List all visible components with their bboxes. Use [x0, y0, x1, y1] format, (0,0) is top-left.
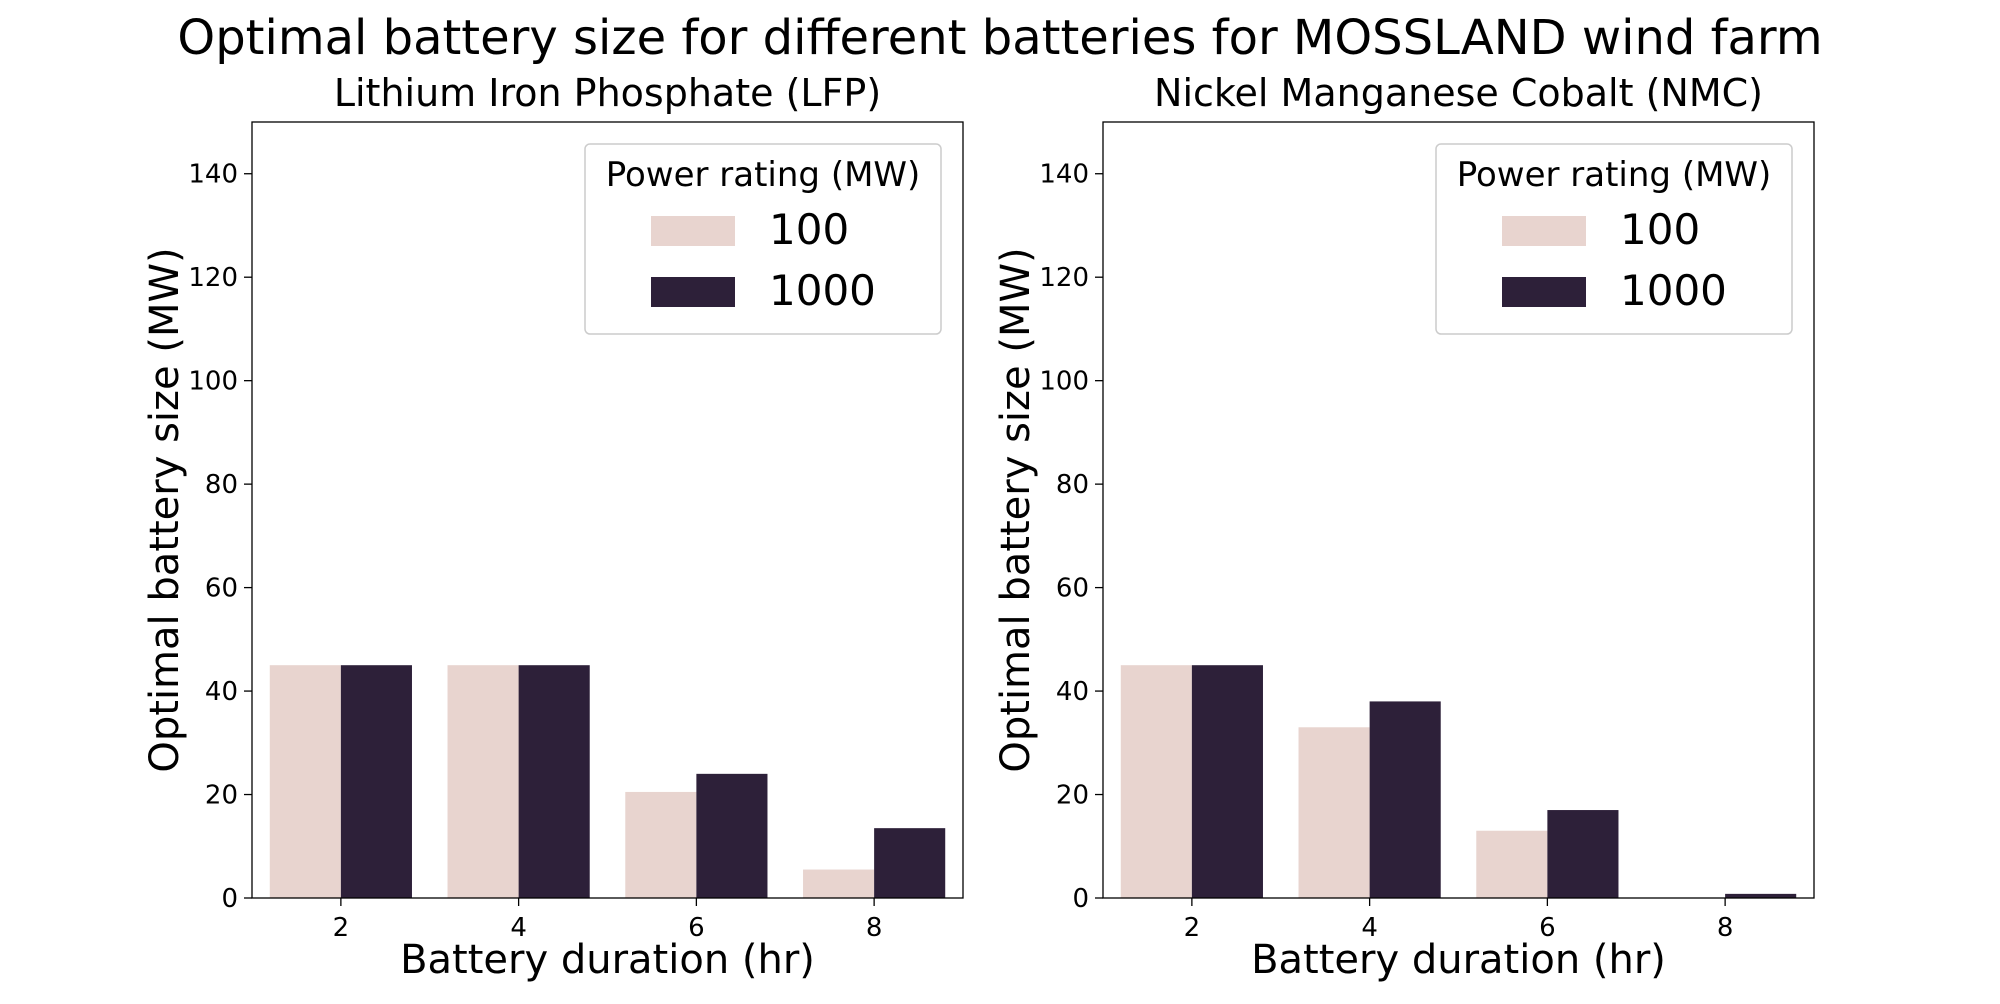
y-axis-label: Optimal battery size (MW)	[993, 247, 1039, 772]
bar-100-4	[1298, 727, 1370, 898]
y-tick-label: 60	[205, 574, 238, 604]
bar-100-2	[1120, 665, 1192, 898]
x-tick-label: 4	[1361, 913, 1378, 943]
x-axis-label: Battery duration (hr)	[400, 937, 815, 983]
bar-1000-8	[874, 828, 946, 898]
bar-100-6	[625, 791, 697, 898]
y-tick-label: 140	[1039, 160, 1089, 190]
figure-title: Optimal battery size for different batte…	[177, 10, 1822, 66]
bar-1000-8	[1725, 893, 1797, 898]
x-tick-label: 6	[1539, 913, 1556, 943]
bar-100-8	[803, 869, 875, 898]
bar-1000-4	[1369, 701, 1441, 898]
bar-1000-2	[340, 665, 412, 898]
y-tick-label: 120	[188, 263, 238, 293]
y-tick-label: 0	[1072, 884, 1089, 914]
x-axis-label: Battery duration (hr)	[1251, 937, 1666, 983]
x-tick-label: 8	[1717, 913, 1734, 943]
legend: Power rating (MW) 100 1000	[584, 143, 942, 335]
legend-title: Power rating (MW)	[1457, 155, 1772, 195]
bar-1000-4	[518, 665, 590, 898]
legend-title: Power rating (MW)	[606, 155, 921, 195]
chart-panel-1: Lithium Iron Phosphate (LFP) 0 20 40 60 80 100…	[142, 71, 964, 983]
bar-1000-2	[1191, 665, 1263, 898]
subplot-title: Nickel Manganese Cobalt (NMC)	[1154, 71, 1763, 115]
bar-100-4	[447, 665, 519, 898]
y-tick-label: 120	[1039, 263, 1089, 293]
y-tick-label: 100	[188, 367, 238, 397]
y-tick-label: 100	[1039, 367, 1089, 397]
y-tick-label: 20	[1056, 781, 1089, 811]
bar-100-6	[1476, 830, 1548, 898]
plot-frame	[1102, 121, 1815, 899]
y-tick-label: 80	[205, 470, 238, 500]
x-tick-label: 2	[333, 913, 350, 943]
legend-swatch-100	[1502, 216, 1586, 246]
y-tick-label: 80	[1056, 470, 1089, 500]
y-tick-label: 40	[1056, 677, 1089, 707]
y-tick-label: 20	[205, 781, 238, 811]
x-tick-label: 8	[866, 913, 883, 943]
x-tick-label: 6	[688, 913, 705, 943]
bar-100-2	[269, 665, 341, 898]
chart-panel-2: Nickel Manganese Cobalt (NMC) 0 20 40 60 80 10…	[993, 71, 1815, 983]
subplot-title: Lithium Iron Phosphate (LFP)	[334, 71, 881, 115]
legend-label-100: 100	[769, 205, 849, 254]
legend-swatch-1000	[651, 277, 735, 307]
y-tick-label: 60	[1056, 574, 1089, 604]
legend-label-1000: 1000	[769, 266, 876, 315]
y-tick-label: 40	[205, 677, 238, 707]
legend-swatch-1000	[1502, 277, 1586, 307]
x-tick-label: 4	[510, 913, 527, 943]
x-tick-label: 2	[1184, 913, 1201, 943]
y-tick-label: 0	[221, 884, 238, 914]
plot-frame	[251, 121, 964, 899]
bar-1000-6	[1547, 810, 1619, 898]
legend: Power rating (MW) 100 1000	[1435, 143, 1793, 335]
legend-label-100: 100	[1620, 205, 1700, 254]
bar-1000-6	[696, 773, 768, 898]
legend-label-1000: 1000	[1620, 266, 1727, 315]
y-axis-label: Optimal battery size (MW)	[142, 247, 188, 772]
legend-swatch-100	[651, 216, 735, 246]
y-tick-label: 140	[188, 160, 238, 190]
